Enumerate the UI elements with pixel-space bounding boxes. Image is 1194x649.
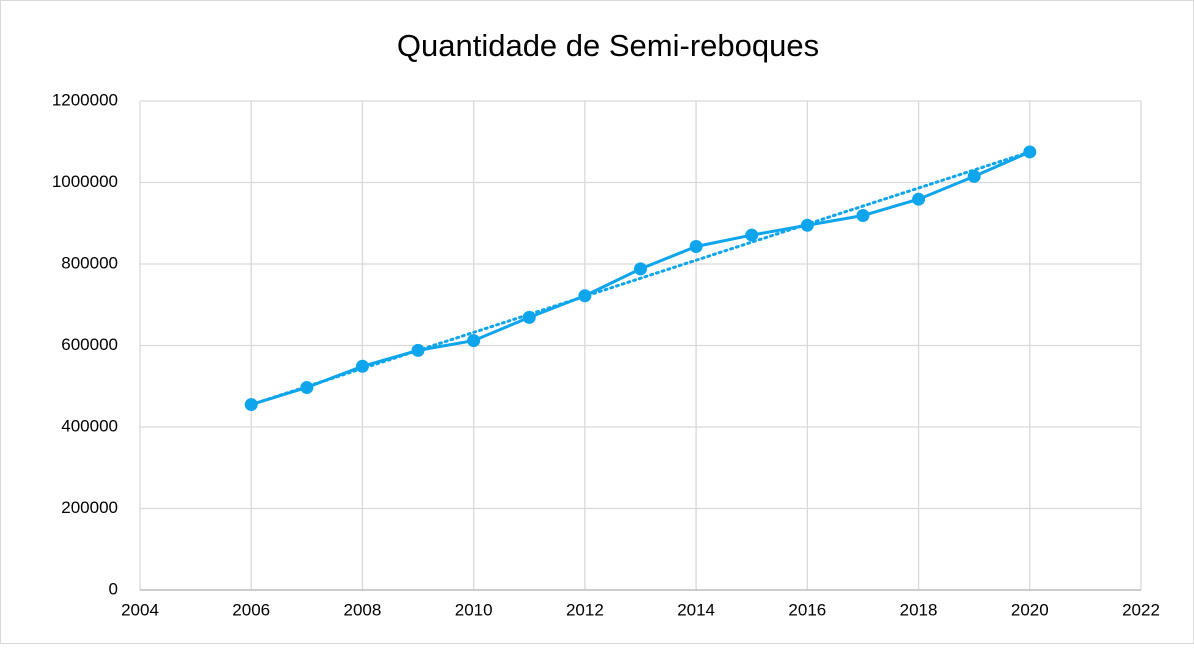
y-tick-label: 1000000 [52,172,118,191]
data-point [634,262,647,276]
x-tick-label: 2010 [455,600,493,619]
data-point [411,343,425,357]
y-tick-label: 1200000 [52,90,118,109]
trendline [249,150,1032,407]
y-tick-label: 400000 [61,416,118,435]
data-point [912,192,926,206]
y-tick-label: 200000 [61,498,118,517]
data-point [467,334,481,348]
data-point [244,398,258,412]
x-tick-label: 2014 [677,600,715,619]
data-point [689,239,703,253]
x-tick-label: 2018 [900,600,938,619]
data-point [522,310,536,324]
x-tick-label: 2006 [232,600,270,619]
data-point [355,359,369,373]
data-point [745,228,759,242]
data-point [300,380,314,394]
data-point [1023,145,1037,159]
data-point [856,209,870,223]
data-point [800,218,814,232]
x-tick-label: 2020 [1011,600,1049,619]
x-tick-label: 2004 [121,600,159,619]
x-tick-label: 2012 [566,600,604,619]
y-tick-label: 0 [109,579,118,598]
y-tick-label: 600000 [61,335,118,354]
data-point [578,289,592,303]
x-tick-label: 2022 [1122,600,1160,619]
x-tick-label: 2016 [788,600,826,619]
y-tick-label: 800000 [61,253,118,272]
x-tick-label: 2008 [344,600,382,619]
data-point [967,169,981,183]
chart-title: Quantidade de Semi-reboques [397,28,819,63]
